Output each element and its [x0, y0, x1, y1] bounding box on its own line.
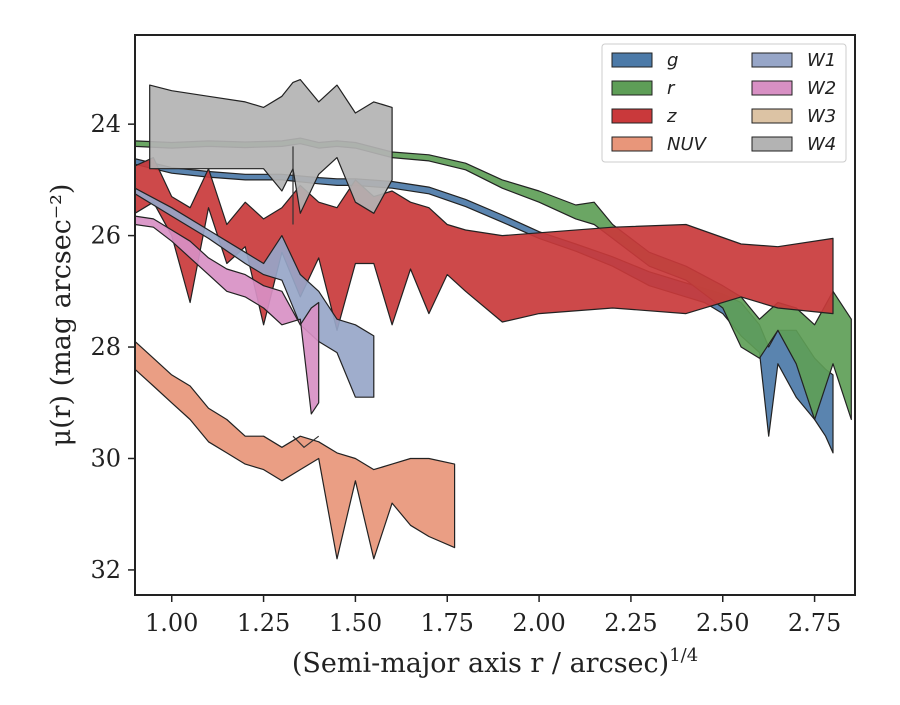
- legend-swatch: [751, 136, 793, 152]
- legend-swatch: [751, 52, 793, 68]
- y-tick-label: 32: [90, 556, 121, 584]
- y-axis-label: μ(r) (mag arcsec⁻²): [46, 184, 77, 447]
- legend-label: r: [667, 78, 676, 99]
- legend-swatch: [611, 52, 653, 68]
- x-tick-label: 2.50: [696, 609, 749, 637]
- band-w1: [135, 187, 375, 398]
- x-tick-label: 1.00: [145, 609, 198, 637]
- legend-label: z: [666, 106, 677, 127]
- y-tick-label: 28: [90, 333, 121, 361]
- legend-label: W2: [807, 78, 836, 99]
- y-tick-layer: 24 26 28 30 32: [90, 110, 135, 584]
- band-nuv-segment: [292, 435, 320, 449]
- legend-entry-w2: W2: [751, 78, 836, 99]
- legend-entry-g: g: [611, 50, 678, 71]
- x-tick-label: 1.75: [421, 609, 474, 637]
- y-tick-label: 30: [90, 444, 121, 472]
- plot-frame: [134, 34, 856, 596]
- legend-label: g: [667, 50, 678, 71]
- legend-swatch: [751, 80, 793, 96]
- plot-layer: [135, 78, 852, 560]
- x-tick-layer: 1.00 1.25 1.50 1.75 2.00 2.25 2.50 2.75: [145, 595, 841, 637]
- legend-entry-nuv: NUV: [611, 134, 708, 155]
- band-g: [135, 158, 834, 454]
- x-axis-label: (Semi-major axis r / arcsec)1/4: [292, 645, 698, 679]
- x-axis-label-superscript: 1/4: [669, 645, 698, 666]
- x-tick-label: 2.75: [788, 609, 841, 637]
- legend-label: W1: [807, 50, 836, 71]
- legend-label: NUV: [667, 134, 708, 155]
- x-tick-label: 2.00: [512, 609, 565, 637]
- legend-label: W4: [807, 134, 836, 155]
- x-tick-label: 2.25: [604, 609, 657, 637]
- legend-swatch: [611, 108, 653, 124]
- x-tick-label: 1.50: [329, 609, 382, 637]
- x-tick-label: 1.25: [237, 609, 290, 637]
- x-axis-label-main: (Semi-major axis r / arcsec): [292, 648, 669, 679]
- legend-entry-w3: W3: [751, 106, 836, 127]
- legend-entry-w1: W1: [751, 50, 836, 71]
- legend-label: W3: [807, 106, 836, 127]
- legend-swatch: [611, 136, 653, 152]
- band-w2: [135, 215, 320, 415]
- legend-entry-z: z: [611, 106, 677, 127]
- y-tick-label: 24: [90, 110, 121, 138]
- legend: grz NUV W1 W2 W3 W4: [601, 43, 847, 163]
- y-tick-label: 26: [90, 222, 121, 250]
- band-w4: [149, 78, 393, 214]
- legend-swatch: [611, 80, 653, 96]
- legend-entry-w4: W4: [751, 134, 836, 155]
- legend-frame: [601, 43, 847, 163]
- legend-swatch: [751, 108, 793, 124]
- legend-entry-r: r: [611, 78, 676, 99]
- band-nuv: [135, 340, 456, 560]
